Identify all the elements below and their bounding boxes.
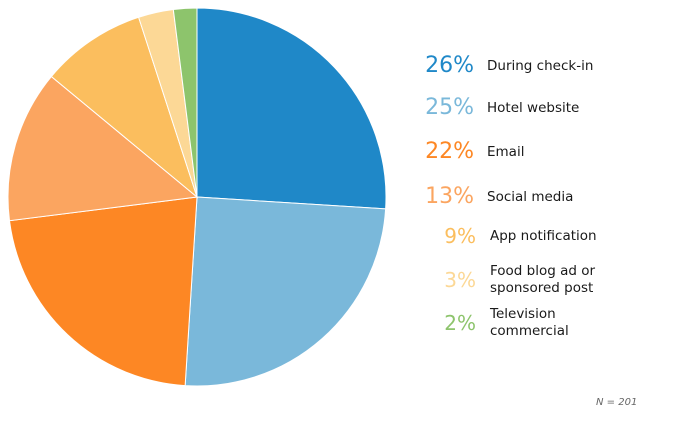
- pie-slice-app-notification: [50, 16, 199, 199]
- pie-slice-television-commercial: [172, 7, 198, 198]
- sample-size-note: N = 201: [596, 397, 638, 408]
- legend-item: 3% Food blog ad or sponsored post: [410, 263, 610, 297]
- legend-label: Television commercial: [490, 306, 569, 339]
- pie-slice-email: [8, 196, 198, 387]
- legend-label: During check-in: [487, 57, 594, 74]
- legend-percent: 9%: [444, 224, 476, 248]
- legend-label: Hotel website: [487, 99, 580, 116]
- legend-percent: 22%: [425, 139, 474, 164]
- legend-label: Social media: [487, 188, 574, 205]
- pie-slice-social-media: [7, 75, 199, 222]
- pie-chart: [7, 7, 387, 387]
- legend-item: 2% Television commercial: [410, 306, 580, 340]
- legend-item: 9% App notification: [410, 224, 630, 248]
- legend-item: 25% Hotel website: [410, 96, 627, 120]
- legend-label: Email: [487, 143, 525, 160]
- legend-percent: 25%: [425, 95, 474, 120]
- legend-percent: 26%: [425, 53, 474, 78]
- legend-item: 13% Social media: [410, 185, 627, 209]
- legend-item: 26% During check-in: [410, 54, 627, 78]
- pie-slice-hotel-website: [184, 196, 387, 387]
- legend-percent: 2%: [444, 311, 476, 335]
- legend-label: App notification: [490, 227, 597, 244]
- legend-percent: 3%: [444, 268, 476, 292]
- pie-slice-during-check-in: [196, 7, 387, 210]
- legend-percent: 13%: [425, 184, 474, 209]
- legend-label: Food blog ad or sponsored post: [490, 263, 596, 296]
- legend-item: 22% Email: [410, 140, 627, 164]
